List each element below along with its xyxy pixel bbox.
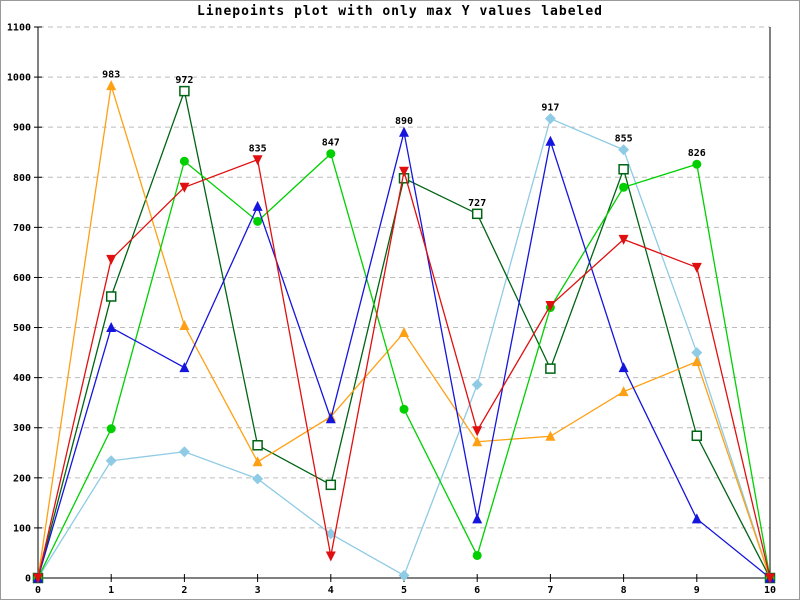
marker-red-x1 <box>106 254 117 265</box>
marker-blue-x2 <box>179 362 190 373</box>
marker-blue-x4 <box>325 413 336 424</box>
marker-dark-green-x8 <box>618 164 629 175</box>
marker-green-x5 <box>399 404 409 414</box>
x-tick-label-10: 10 <box>764 585 776 596</box>
point-label-826: 826 <box>688 148 706 159</box>
marker-blue-x6 <box>472 513 483 524</box>
x-tick-label-8: 8 <box>621 585 627 596</box>
marker-dark-green-x7 <box>545 363 556 374</box>
x-tick-label-9: 9 <box>694 585 700 596</box>
marker-dark-green-x6 <box>471 208 483 220</box>
marker-orange-x2 <box>179 320 190 331</box>
marker-red-x9 <box>691 262 702 273</box>
point-label-727: 727 <box>468 198 486 209</box>
marker-green-x1 <box>106 424 116 434</box>
marker-orange-x5 <box>399 327 409 338</box>
marker-dark-green-x4 <box>325 479 337 491</box>
marker-green-x9 <box>692 159 702 169</box>
marker-blue-x8 <box>618 362 629 373</box>
y-tick-label-500: 500 <box>13 323 31 334</box>
y-tick-label-1000: 1000 <box>7 73 31 84</box>
marker-red-x6 <box>472 426 483 437</box>
y-tick-label-800: 800 <box>13 173 31 184</box>
marker-blue-x3 <box>252 200 263 211</box>
marker-red-x10 <box>765 573 775 584</box>
x-tick-label-6: 6 <box>474 585 480 596</box>
marker-light-blue-x6 <box>471 379 483 391</box>
x-tick-label-4: 4 <box>328 585 334 596</box>
marker-red-x3 <box>252 155 263 166</box>
marker-red-x4 <box>325 551 336 562</box>
y-tick-label-100: 100 <box>13 523 31 534</box>
x-tick-label-0: 0 <box>35 585 41 596</box>
series-line-blue <box>37 132 771 579</box>
marker-blue-x9 <box>691 513 702 524</box>
marker-dark-green-x1 <box>105 291 117 302</box>
marker-orange-x8 <box>618 386 629 397</box>
point-label-983: 983 <box>102 70 120 81</box>
marker-green-x2 <box>179 156 189 166</box>
marker-light-blue-x9 <box>691 347 703 359</box>
y-tick-label-600: 600 <box>13 273 31 284</box>
point-label-972: 972 <box>175 75 193 86</box>
series-line-light-blue <box>37 117 771 579</box>
point-label-855: 855 <box>615 134 633 145</box>
y-tick-label-700: 700 <box>13 223 31 234</box>
point-label-917: 917 <box>541 103 559 114</box>
chart-title: Linepoints plot with only max Y values l… <box>196 4 604 19</box>
marker-light-blue-x8 <box>618 144 630 156</box>
marker-orange-x6 <box>472 436 483 447</box>
x-tick-label-1: 1 <box>108 585 114 596</box>
marker-light-blue-x1 <box>105 455 117 467</box>
marker-green-x6 <box>472 550 482 560</box>
y-tick-label-900: 900 <box>13 123 31 134</box>
marker-red-x7 <box>545 301 556 312</box>
marker-green-x4 <box>326 149 336 159</box>
marker-orange-x3 <box>252 456 263 467</box>
marker-red-x5 <box>399 166 409 177</box>
marker-blue-x5 <box>399 126 409 137</box>
marker-green-x8 <box>619 182 629 192</box>
marker-dark-green-x9 <box>691 430 703 441</box>
y-tick-label-1100: 1100 <box>7 23 31 34</box>
series-line-red <box>37 158 771 579</box>
marker-orange-x1 <box>106 80 117 91</box>
marker-light-blue-x3 <box>252 473 264 485</box>
marker-light-blue-x2 <box>178 446 190 458</box>
point-label-890: 890 <box>395 116 413 127</box>
marker-dark-green-x2 <box>179 85 190 97</box>
marker-orange-x9 <box>691 356 702 367</box>
point-label-847: 847 <box>322 138 340 149</box>
marker-red-x0 <box>33 573 43 584</box>
marker-light-blue-x4 <box>325 528 337 540</box>
x-tick-label-3: 3 <box>255 585 261 596</box>
series-line-green <box>37 152 771 579</box>
marker-green-x3 <box>253 216 263 226</box>
marker-light-blue-x7 <box>544 113 556 125</box>
marker-red-x2 <box>179 182 190 193</box>
marker-orange-x7 <box>545 430 556 441</box>
x-tick-label-7: 7 <box>547 585 553 596</box>
marker-blue-x7 <box>545 135 556 146</box>
x-tick-label-5: 5 <box>401 585 407 596</box>
y-tick-label-400: 400 <box>13 373 31 384</box>
marker-blue-x1 <box>106 322 117 333</box>
point-label-835: 835 <box>249 144 267 155</box>
y-tick-label-0: 0 <box>25 574 31 585</box>
y-tick-label-300: 300 <box>13 423 31 434</box>
marker-dark-green-x3 <box>252 440 263 451</box>
marker-red-x8 <box>618 234 629 245</box>
x-tick-label-2: 2 <box>181 585 187 596</box>
y-tick-label-200: 200 <box>13 473 31 484</box>
marker-light-blue-x5 <box>398 569 410 581</box>
